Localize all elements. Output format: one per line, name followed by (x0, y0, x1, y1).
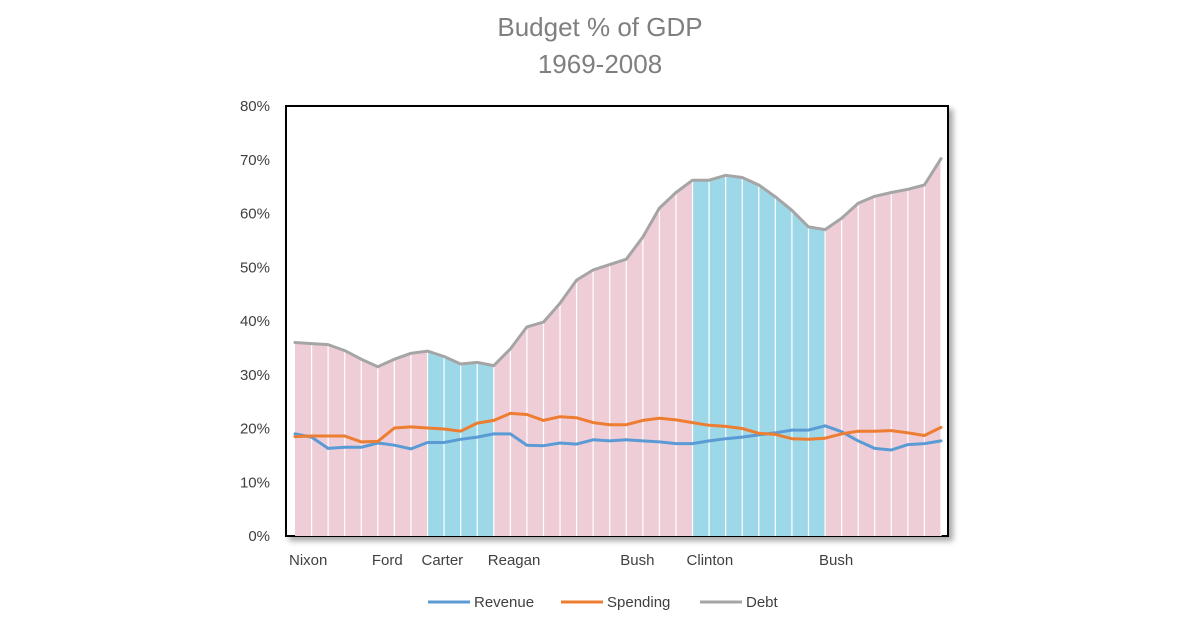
legend-revenue-label: Revenue (474, 594, 534, 611)
legend-debt-label: Debt (746, 594, 779, 611)
y-tick-label: 50% (240, 259, 270, 276)
chart-title-line2: 1969-2008 (538, 49, 662, 79)
band-nixon-0 (295, 342, 378, 536)
series-line-spending (293, 411, 943, 444)
president-label-nixon: Nixon (289, 552, 327, 569)
president-label-reagan: Reagan (488, 552, 541, 569)
president-term-bands (295, 158, 942, 537)
series-line-revenue (293, 424, 943, 452)
y-tick-label: 40% (240, 313, 270, 330)
series-lines (293, 157, 943, 452)
president-label-ford: Ford (372, 552, 403, 569)
president-label-clinton: Clinton (687, 552, 734, 569)
series-line-debt (293, 157, 943, 369)
chart-title-line1: Budget % of GDP (497, 12, 702, 42)
y-tick-label: 10% (240, 474, 270, 491)
y-tick-label: 20% (240, 421, 270, 438)
y-tick-label: 60% (240, 206, 270, 223)
legend: Revenue Spending Debt (428, 594, 779, 611)
band-bush-6 (825, 158, 941, 536)
president-label-carter: Carter (422, 552, 464, 569)
president-label-bush: Bush (819, 552, 853, 569)
y-axis-ticks: 0% 10% 20% 30% 40% 50% 60% 70% 80% (240, 98, 270, 545)
y-tick-label: 80% (240, 98, 270, 115)
y-tick-label: 30% (240, 367, 270, 384)
president-label-bush: Bush (620, 552, 654, 569)
legend-spending-label: Spending (607, 594, 670, 611)
y-tick-label: 0% (248, 528, 270, 545)
president-labels: Nixon Ford Carter Reagan Bush Clinton Bush (289, 552, 853, 569)
band-ford-1 (377, 351, 428, 536)
y-tick-label: 70% (240, 152, 270, 169)
